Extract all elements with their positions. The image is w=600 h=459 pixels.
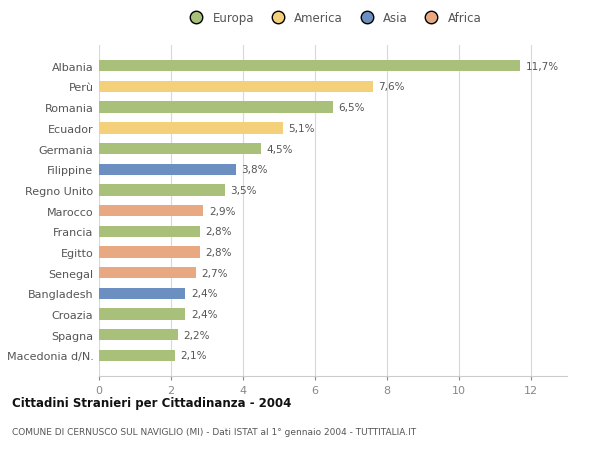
Bar xyxy=(99,185,225,196)
Bar xyxy=(99,330,178,341)
Bar xyxy=(99,268,196,279)
Bar xyxy=(99,288,185,299)
Text: 4,5%: 4,5% xyxy=(266,144,293,154)
Bar xyxy=(99,226,200,237)
Bar xyxy=(99,206,203,217)
Bar xyxy=(99,350,175,361)
Bar xyxy=(99,247,200,258)
Bar xyxy=(99,102,333,113)
Legend: Europa, America, Asia, Africa: Europa, America, Asia, Africa xyxy=(181,9,485,29)
Text: 2,4%: 2,4% xyxy=(191,309,217,319)
Text: 6,5%: 6,5% xyxy=(338,103,365,113)
Text: COMUNE DI CERNUSCO SUL NAVIGLIO (MI) - Dati ISTAT al 1° gennaio 2004 - TUTTITALI: COMUNE DI CERNUSCO SUL NAVIGLIO (MI) - D… xyxy=(12,427,416,436)
Bar xyxy=(99,61,520,72)
Text: Cittadini Stranieri per Cittadinanza - 2004: Cittadini Stranieri per Cittadinanza - 2… xyxy=(12,396,292,409)
Text: 2,2%: 2,2% xyxy=(184,330,210,340)
Text: 11,7%: 11,7% xyxy=(526,62,559,72)
Text: 2,9%: 2,9% xyxy=(209,206,235,216)
Text: 3,8%: 3,8% xyxy=(241,165,268,175)
Text: 2,8%: 2,8% xyxy=(205,227,232,237)
Text: 2,8%: 2,8% xyxy=(205,247,232,257)
Bar xyxy=(99,82,373,93)
Text: 2,1%: 2,1% xyxy=(180,351,206,361)
Bar xyxy=(99,164,236,175)
Bar xyxy=(99,144,261,155)
Bar xyxy=(99,309,185,320)
Text: 3,5%: 3,5% xyxy=(230,185,257,196)
Bar xyxy=(99,123,283,134)
Text: 7,6%: 7,6% xyxy=(378,82,404,92)
Text: 2,4%: 2,4% xyxy=(191,289,217,299)
Text: 5,1%: 5,1% xyxy=(288,123,314,134)
Text: 2,7%: 2,7% xyxy=(202,268,228,278)
